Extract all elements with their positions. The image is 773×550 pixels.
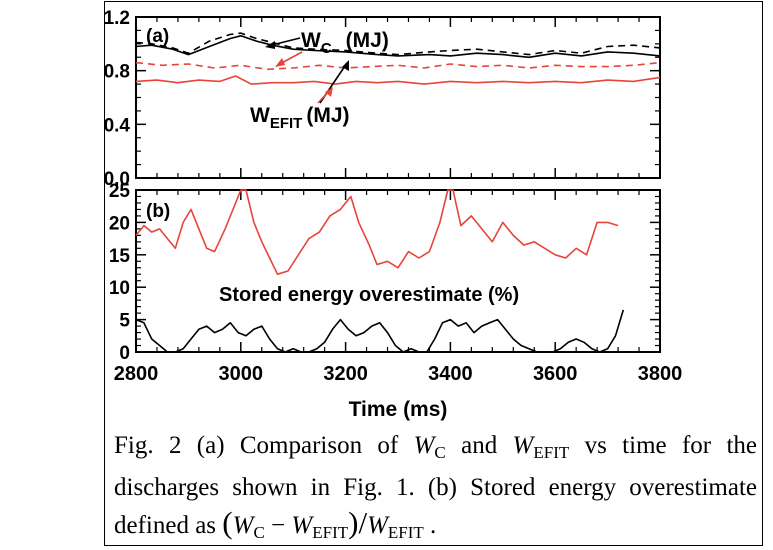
arrow-wefit-black-head — [342, 60, 349, 71]
x-tick-label: 3400 — [428, 363, 473, 385]
panel-a-ticks: 0.0 0.4 0.8 1.2 — [104, 8, 661, 190]
caption-part-1: Fig. 2 (a) Comparison of — [114, 432, 414, 459]
arrow-wc-red-head — [275, 58, 285, 67]
y-tick-label: 25 — [109, 181, 131, 202]
y-tick-label: 0.4 — [104, 115, 131, 136]
caption-formula-wc: WC — [232, 512, 265, 542]
panel-a-label: (a) — [146, 26, 169, 47]
y-tick-label: 0.0 — [104, 169, 130, 190]
caption-wc: WC — [413, 432, 446, 462]
y-tick-label: 15 — [109, 246, 131, 267]
caption-slash: / — [358, 505, 368, 540]
arrow-wc-black-head — [265, 41, 275, 49]
panel-b-series — [135, 189, 625, 353]
arrow-wefit-red-head — [325, 87, 333, 97]
wc-annotation: WC (MJ) — [301, 29, 389, 57]
panel-b-ticks: 0 5 10 15 20 25 2800 3000 3200 3400 3600 3800 — [109, 181, 682, 385]
figure-caption: Fig. 2 (a) Comparison of WC and WEFIT vs… — [114, 428, 757, 550]
wefit-annotation: WEFIT (MJ) — [250, 104, 350, 132]
wc-unit: (MJ) — [346, 29, 389, 52]
wc-main: W — [301, 29, 321, 52]
caption-paren-open: ( — [222, 505, 233, 540]
annotation-arrows — [265, 37, 349, 104]
y-tick-label: 20 — [109, 213, 130, 234]
series-line-a-3 — [135, 75, 661, 85]
caption-paren-close: ) — [348, 505, 359, 540]
y-tick-label: 10 — [109, 278, 130, 299]
y-tick-label: 0 — [119, 343, 130, 364]
wc-sub: C — [321, 40, 332, 57]
caption-part-2: and — [445, 432, 513, 459]
x-tick-label: 3200 — [323, 363, 368, 385]
panel-a-series — [135, 32, 661, 85]
x-tick-label: 2800 — [114, 363, 159, 385]
y-tick-label: 1.2 — [104, 8, 130, 29]
panel-b-frame — [135, 189, 661, 353]
caption-wefit: WEFIT — [512, 432, 570, 462]
y-tick-label: 0.8 — [104, 62, 130, 83]
series-line-a-1 — [135, 32, 661, 56]
caption-minus: − — [264, 512, 292, 539]
panel-b-label: (b) — [146, 201, 170, 222]
wefit-sub: EFIT — [270, 115, 303, 132]
overestimate-annotation: Stored energy overestimate (%) — [219, 284, 519, 306]
caption-end: . — [423, 512, 437, 539]
caption-part-3: vs time for the discharges shown in Fig.… — [114, 432, 757, 539]
series-line-b-1 — [135, 309, 625, 353]
x-tick-label: 3600 — [533, 363, 578, 385]
x-tick-label: 3800 — [638, 363, 683, 385]
figure-frame — [104, 1, 763, 546]
panel-a-frame — [135, 16, 661, 179]
figure-chart: 0.0 0.4 0.8 1.2 0 5 10 15 20 25 2800 3000 3200 3400 3… — [104, 8, 683, 421]
series-line-a-2 — [135, 61, 661, 71]
wefit-main: W — [250, 104, 270, 127]
series-line-b-0 — [135, 189, 619, 276]
y-tick-label: 5 — [119, 311, 130, 332]
series-line-a-0 — [135, 34, 661, 59]
wefit-unit: (MJ) — [306, 104, 349, 127]
caption-formula-wefit: WEFIT — [291, 512, 349, 542]
x-axis-title: Time (ms) — [349, 398, 448, 421]
caption-formula-wefit-denom: WEFIT — [367, 512, 424, 542]
x-tick-label: 3000 — [219, 363, 264, 385]
